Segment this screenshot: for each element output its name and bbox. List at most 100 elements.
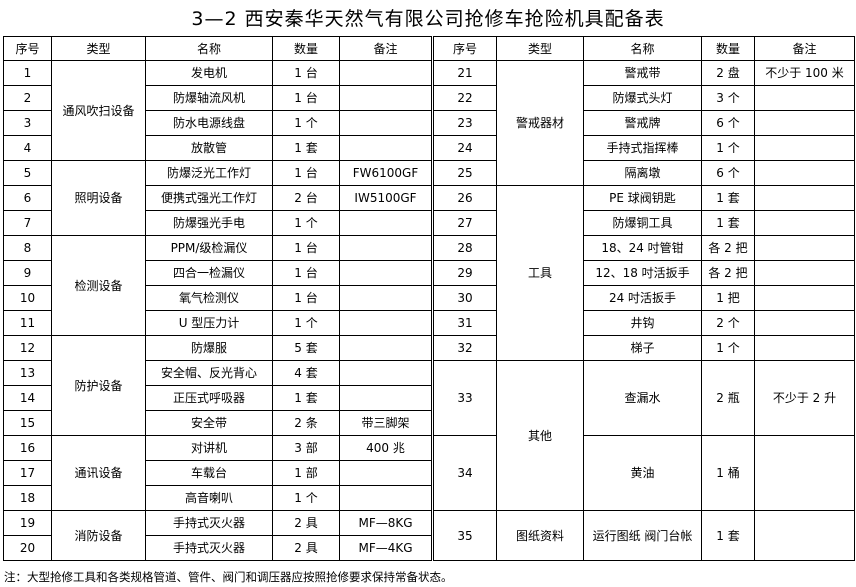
remark (339, 310, 433, 336)
remark (339, 485, 433, 511)
quantity: 2 瓶 (701, 360, 755, 436)
quantity: 1 个 (701, 135, 755, 161)
remark (754, 285, 855, 311)
item-name: 防爆强光手电 (145, 210, 273, 236)
quantity: 3 部 (272, 435, 340, 461)
remark: MF—4KG (339, 535, 433, 561)
item-name: 警戒带 (583, 60, 702, 86)
category-cell: 通讯设备 (51, 435, 146, 511)
row-number: 23 (431, 110, 497, 136)
remark: 400 兆 (339, 435, 433, 461)
row-number: 9 (3, 260, 52, 286)
quantity: 1 桶 (701, 435, 755, 511)
row-number: 10 (3, 285, 52, 311)
item-name: 便携式强光工作灯 (145, 185, 273, 211)
row-number: 35 (431, 510, 497, 561)
item-name: 防水电源线盘 (145, 110, 273, 136)
row-number: 8 (3, 235, 52, 261)
quantity: 1 把 (701, 285, 755, 311)
row-number: 26 (431, 185, 497, 211)
table-row: 6 便携式强光工作灯 2 台 IW5100GF 26 工具 PE 球阀钥匙 1 套 (3, 185, 855, 361)
table-row: 9 四合一检漏仪 1 台 29 12、18 吋活扳手各 2 把 (3, 260, 855, 286)
item-name: 四合一检漏仪 (145, 260, 273, 286)
row-number: 12 (3, 335, 52, 361)
category-cell: 其他 (496, 360, 584, 511)
row-number: 18 (3, 485, 52, 511)
quantity: 6 个 (701, 110, 755, 136)
remark (754, 110, 855, 136)
item-name: U 型压力计 (145, 310, 273, 336)
table-row: 1 通风吹扫设备 发电机 1 台 21 警戒器材 警戒带 2 盘不少于 100 米 (3, 60, 855, 186)
row-number: 14 (3, 385, 52, 411)
table-row: 16 通讯设备 对讲机 3 部 400 兆 34 黄油 1 桶 (3, 435, 855, 511)
item-name: 查漏水 (583, 360, 702, 436)
remark: 带三脚架 (339, 410, 433, 436)
item-name: 手持式灭火器 (145, 510, 273, 536)
item-name: 运行图纸 阀门台帐 (583, 510, 702, 561)
row-number: 5 (3, 160, 52, 186)
row-number: 34 (431, 435, 497, 511)
item-name: 发电机 (145, 60, 273, 86)
table-row: 2 防爆轴流风机 1 台 22 防爆式头灯 3 个 (3, 85, 855, 111)
category-cell: 图纸资料 (496, 510, 584, 561)
remark: FW6100GF (339, 160, 433, 186)
quantity: 1 套 (701, 510, 755, 561)
table-row: 4 放散管 1 套 24 手持式指挥棒 1 个 (3, 135, 855, 161)
item-name: 防爆泛光工作灯 (145, 160, 273, 186)
row-number: 11 (3, 310, 52, 336)
remark (339, 360, 433, 386)
item-name: PPM/级检漏仪 (145, 235, 273, 261)
quantity: 1 个 (272, 110, 340, 136)
remark (339, 60, 433, 86)
quantity: 1 个 (272, 210, 340, 236)
item-name: 12、18 吋活扳手 (583, 260, 702, 286)
quantity: 各 2 把 (701, 235, 755, 261)
item-name: 正压式呼吸器 (145, 385, 273, 411)
remark: IW5100GF (339, 185, 433, 211)
item-name: 安全带 (145, 410, 273, 436)
category-cell: 警戒器材 (496, 60, 584, 186)
quantity: 1 个 (272, 485, 340, 511)
row-number: 21 (431, 60, 497, 86)
row-number: 15 (3, 410, 52, 436)
category-cell: 工具 (496, 185, 584, 361)
header-row-number: 序号 (3, 36, 52, 61)
row-number: 7 (3, 210, 52, 236)
item-name: 井钩 (583, 310, 702, 336)
row-number: 32 (431, 335, 497, 361)
row-number: 2 (3, 85, 52, 111)
remark (339, 285, 433, 311)
quantity: 4 套 (272, 360, 340, 386)
table-row: 17 车载台 1 部 (3, 460, 855, 486)
row-number: 22 (431, 85, 497, 111)
table-row: 10 氧气检测仪 1 台 30 24 吋活扳手 1 把 (3, 285, 855, 311)
remark (754, 335, 855, 361)
row-number: 6 (3, 185, 52, 211)
row-number: 1 (3, 60, 52, 86)
remark (754, 510, 855, 561)
remark: 不少于 100 米 (754, 60, 855, 86)
quantity: 1 台 (272, 260, 340, 286)
row-number: 25 (431, 160, 497, 186)
remark (339, 335, 433, 361)
quantity: 2 盘 (701, 60, 755, 86)
row-number: 20 (3, 535, 52, 561)
table-row: 3 防水电源线盘 1 个 23 警戒牌 6 个 (3, 110, 855, 136)
row-number: 29 (431, 260, 497, 286)
page-title: 3—2 西安秦华天然气有限公司抢修车抢险机具配备表 (191, 8, 665, 30)
item-name: 防爆轴流风机 (145, 85, 273, 111)
category-cell: 通风吹扫设备 (51, 60, 146, 161)
quantity: 1 台 (272, 235, 340, 261)
remark (754, 310, 855, 336)
remark (754, 210, 855, 236)
item-name: 手持式灭火器 (145, 535, 273, 561)
table-row: 18 高音喇叭 1 个 (3, 485, 855, 511)
row-number: 17 (3, 460, 52, 486)
table-row: 12 防护设备 防爆服 5 套 32 梯子 1 个 (3, 335, 855, 436)
header-remark: 备注 (339, 36, 433, 61)
quantity: 1 台 (272, 85, 340, 111)
table-row: 20 手持式灭火器 2 具 MF—4KG (3, 535, 855, 561)
row-number: 19 (3, 510, 52, 536)
quantity: 2 具 (272, 535, 340, 561)
item-name: 24 吋活扳手 (583, 285, 702, 311)
